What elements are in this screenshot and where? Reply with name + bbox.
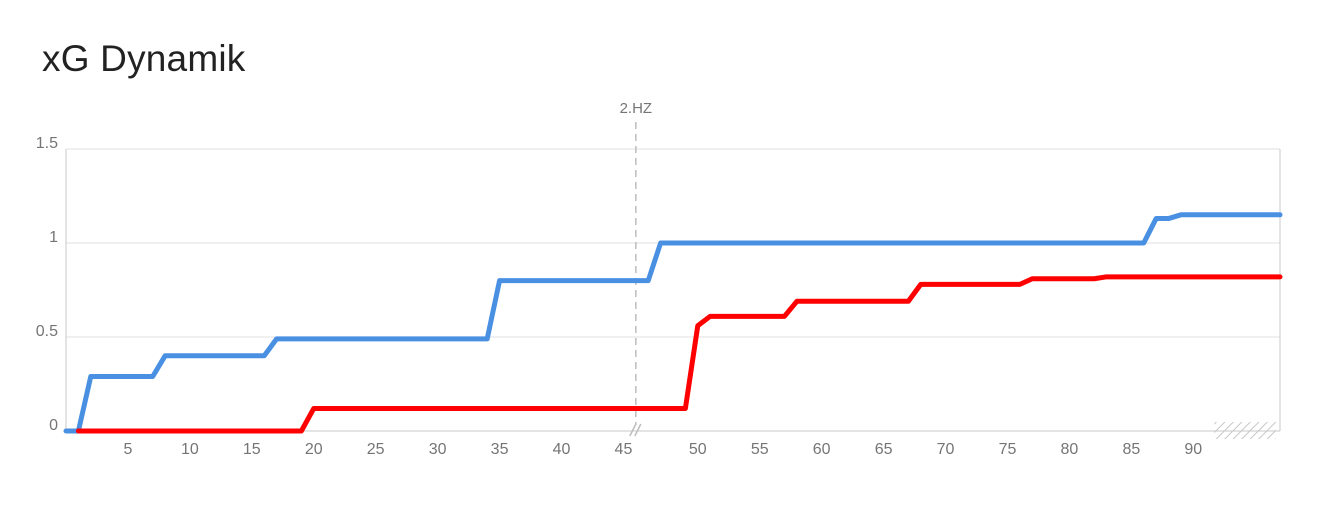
- x-tick-label: 20: [305, 441, 323, 458]
- gridlines: [65, 148, 1281, 432]
- x-tick-label: 75: [999, 441, 1017, 458]
- series-line-2: [75, 274, 1283, 434]
- x-tick-label: 70: [937, 441, 955, 458]
- x-tick-label: 10: [181, 441, 199, 458]
- x-tick-label: 35: [491, 441, 509, 458]
- x-tick-label: 5: [123, 441, 132, 458]
- x-tick-label: 15: [243, 441, 261, 458]
- x-axis-ticks: 5 10 15 20 25 30 35 40 45 50 55 60 65 70 75 80 85 90: [123, 441, 1202, 458]
- x-tick-label: 80: [1061, 441, 1079, 458]
- x-tick-label: 60: [813, 441, 831, 458]
- axis-break-mark: [629, 423, 637, 437]
- x-tick-label: 55: [751, 441, 769, 458]
- extra-time-region: [1214, 422, 1276, 439]
- chart-title: xG Dynamik: [42, 38, 246, 79]
- y-tick-label: 0.5: [36, 323, 58, 340]
- y-tick-label: 1.5: [36, 135, 58, 152]
- x-tick-label: 30: [429, 441, 447, 458]
- series-lines: [63, 212, 1283, 434]
- axis-break-mark: [634, 423, 642, 437]
- x-tick-label: 90: [1184, 441, 1202, 458]
- x-tick-label: 40: [553, 441, 571, 458]
- series-line-1: [63, 212, 1283, 434]
- x-tick-label: 85: [1122, 441, 1140, 458]
- x-tick-label: 45: [615, 441, 633, 458]
- x-tick-label: 65: [875, 441, 893, 458]
- halftime-marker: 2.HZ: [620, 100, 653, 437]
- y-axis-ticks: 0 0.5 1 1.5: [36, 135, 58, 434]
- x-tick-label: 25: [367, 441, 385, 458]
- y-tick-label: 0: [49, 417, 58, 434]
- y-tick-label: 1: [49, 229, 58, 246]
- x-tick-label: 50: [689, 441, 707, 458]
- extra-time-hatch: [1214, 422, 1276, 439]
- halftime-label: 2.HZ: [620, 100, 653, 117]
